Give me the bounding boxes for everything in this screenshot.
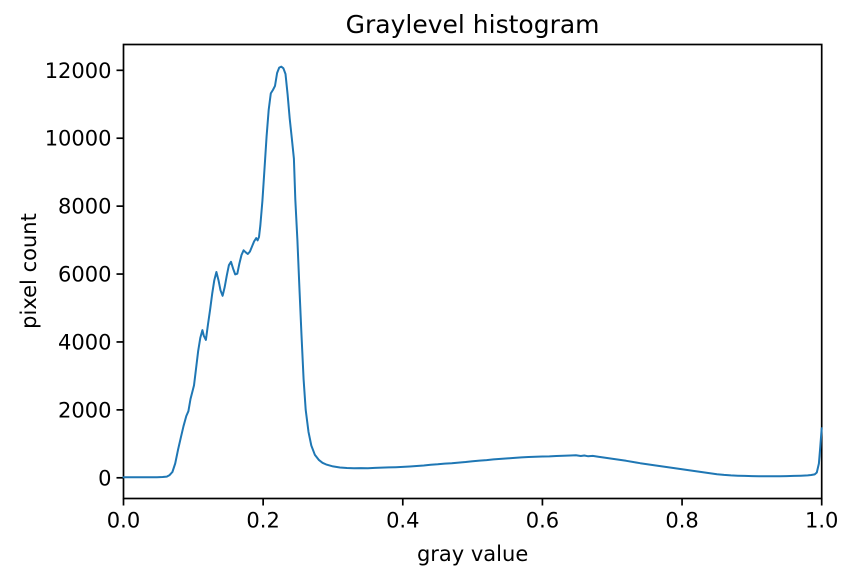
x-axis-label: gray value — [417, 542, 528, 566]
y-tick-label: 2000 — [58, 398, 111, 422]
y-tick-label: 6000 — [58, 263, 111, 287]
y-tick-label: 10000 — [45, 127, 112, 151]
y-axis-label: pixel count — [17, 213, 41, 329]
x-tick-label: 0.6 — [526, 509, 559, 533]
y-axis-ticks: 0 2000 4000 6000 8000 10000 12000 — [45, 59, 124, 490]
x-tick-label: 1.0 — [805, 509, 838, 533]
x-tick-label: 0.4 — [386, 509, 419, 533]
y-tick-label: 4000 — [58, 330, 111, 354]
histogram-line — [122, 65, 823, 479]
chart-title: Graylevel histogram — [346, 10, 600, 39]
y-tick-label: 0 — [98, 466, 111, 490]
x-axis-ticks: 0.0 0.2 0.4 0.6 0.8 1.0 — [107, 498, 838, 533]
y-tick-label: 8000 — [58, 195, 111, 219]
x-tick-label: 0.2 — [246, 509, 279, 533]
plot-border — [122, 43, 823, 500]
y-tick-label: 12000 — [45, 59, 112, 83]
x-tick-label: 0.0 — [107, 509, 140, 533]
x-tick-label: 0.8 — [665, 509, 698, 533]
